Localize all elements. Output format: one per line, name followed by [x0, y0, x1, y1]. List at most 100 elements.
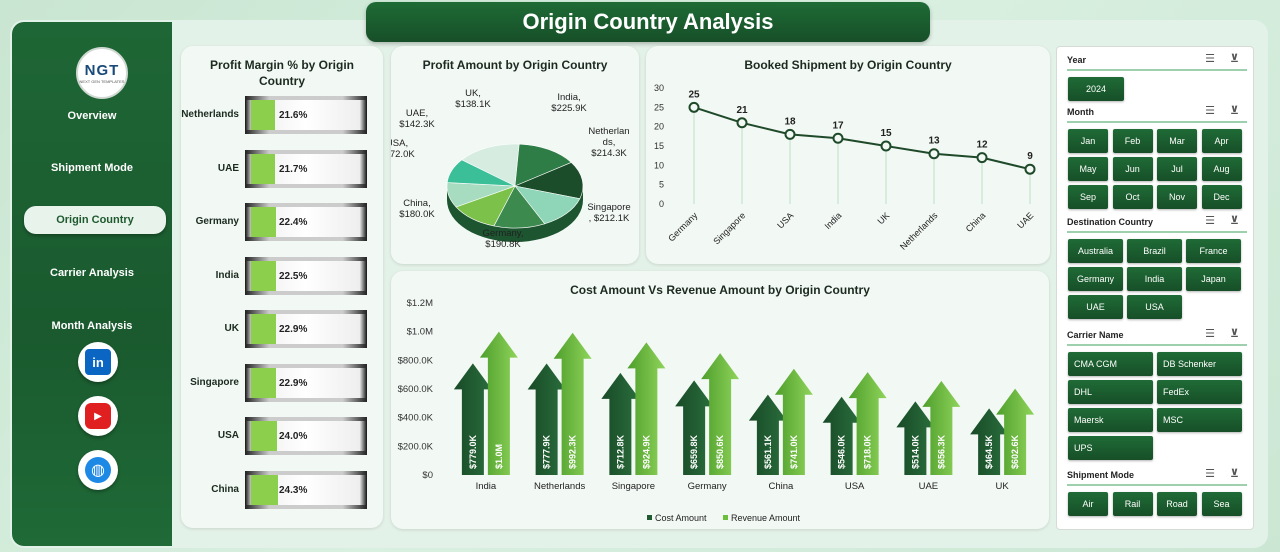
series-line: [693, 106, 1031, 171]
slicer-title: Destination Country: [1067, 217, 1154, 227]
clear-filter-icon[interactable]: ⊻: [1230, 215, 1247, 227]
slicer-item-year[interactable]: 2024: [1068, 77, 1124, 101]
profit-margin-country: Singapore: [190, 376, 239, 388]
slicer-title: Year: [1067, 55, 1087, 65]
pie-data-label: China, $180.0K: [399, 198, 435, 220]
clear-filter-icon[interactable]: ⊻: [1230, 468, 1247, 480]
linkedin-button[interactable]: in: [78, 342, 118, 382]
slicer-item-destination[interactable]: USA: [1127, 295, 1182, 319]
x-tick-label: UK: [996, 481, 1010, 492]
profit-margin-fill: [251, 474, 278, 505]
multi-select-icon[interactable]: ☰: [1205, 328, 1223, 340]
x-tick-label: Netherlands: [534, 481, 585, 492]
multi-select-icon[interactable]: ☰: [1205, 215, 1223, 227]
legend-marker-cost: [647, 515, 652, 520]
bar-data-label: $779.0K: [468, 434, 478, 469]
slicer-item-shipment_mode[interactable]: Road: [1157, 492, 1197, 516]
profit-margin-bar: 24.3%: [245, 470, 367, 509]
profit-amount-card: Profit Amount by Origin Country India, $2…: [391, 46, 639, 264]
revenue-bar: [848, 372, 887, 475]
slicer-item-shipment_mode[interactable]: Sea: [1201, 492, 1242, 516]
slicer-item-destination[interactable]: Australia: [1068, 239, 1123, 263]
legend-marker-revenue: [723, 515, 728, 520]
slicer-item-month[interactable]: Jan: [1068, 129, 1108, 153]
sidebar: NGT NEXT GEN TEMPLATES Overview Shipment…: [12, 22, 172, 546]
slicer-item-month[interactable]: Jul: [1157, 157, 1197, 181]
slicer-item-destination[interactable]: France: [1186, 239, 1241, 263]
slicer-item-month[interactable]: Apr: [1201, 129, 1242, 153]
slicer-item-month[interactable]: Sep: [1068, 185, 1108, 209]
profit-margin-country: USA: [217, 430, 239, 441]
profit-margin-card: Profit Margin % by Origin Country Nether…: [181, 46, 383, 528]
profit-margin-bar: 24.0%: [245, 417, 367, 455]
booked-shipment-line-chart: 30 25 20 15 10 5 0 25 Germany 21 Singapore 18 USA 17 I…: [654, 83, 1036, 252]
slicer-item-month[interactable]: Aug: [1201, 157, 1242, 181]
slicer-item-destination[interactable]: India: [1127, 267, 1182, 291]
slicer-item-month[interactable]: Oct: [1112, 185, 1153, 209]
profit-margin-row: China 24.3%: [181, 470, 381, 510]
profit-margin-row: India 22.5%: [181, 256, 381, 296]
slicer-item-carrier[interactable]: UPS: [1068, 436, 1153, 460]
slicer-header-destination: Destination Country ☰ ⊻: [1067, 215, 1247, 233]
sidebar-item-overview[interactable]: Overview: [67, 110, 117, 122]
cost-bar: [675, 380, 714, 475]
cost-bar: [748, 394, 787, 475]
slicer-item-destination[interactable]: UAE: [1068, 295, 1123, 319]
website-button[interactable]: ◍: [78, 450, 118, 490]
slicer-item-shipment_mode[interactable]: Air: [1068, 492, 1108, 516]
x-tick-label: USA: [845, 481, 865, 492]
sidebar-item-carrier-analysis[interactable]: Carrier Analysis: [50, 267, 134, 279]
profit-margin-fill: [251, 153, 275, 184]
x-tick-label: UAE: [1015, 210, 1035, 230]
sidebar-item-month-analysis[interactable]: Month Analysis: [51, 320, 133, 332]
clear-filter-icon[interactable]: ⊻: [1230, 328, 1247, 340]
data-label: 12: [976, 140, 988, 151]
youtube-button[interactable]: ▶: [78, 396, 118, 436]
sidebar-item-shipment-mode[interactable]: Shipment Mode: [51, 162, 133, 174]
linkedin-icon: in: [85, 349, 111, 375]
data-point: [1024, 163, 1036, 175]
slicer-item-month[interactable]: Mar: [1157, 129, 1197, 153]
slicer-item-month[interactable]: May: [1068, 157, 1108, 181]
slicer-item-month[interactable]: Feb: [1112, 129, 1153, 153]
bar-data-label: $777.9K: [542, 434, 552, 469]
slicer-item-month[interactable]: Dec: [1201, 185, 1242, 209]
page-title: Origin Country Analysis: [366, 2, 930, 42]
logo: NGT NEXT GEN TEMPLATES: [76, 47, 128, 99]
clear-filter-icon[interactable]: ⊻: [1230, 53, 1247, 65]
cost-revenue-bar-chart: $1.2M $1.0M $800.0K $600.0K $400.0K $200.0K $0…: [398, 298, 1035, 523]
profit-margin-fill: [251, 421, 278, 451]
bar-data-label: $992.3K: [568, 434, 578, 469]
slicer-item-destination[interactable]: Brazil: [1127, 239, 1182, 263]
slicer-item-carrier[interactable]: Maersk: [1068, 408, 1153, 432]
multi-select-icon[interactable]: ☰: [1205, 53, 1223, 65]
slicer-item-carrier[interactable]: DHL: [1068, 380, 1153, 404]
x-tick-label: India: [823, 210, 844, 231]
profit-margin-title-line1: Profit Margin % by Origin: [209, 58, 354, 72]
slicer-item-month[interactable]: Nov: [1157, 185, 1197, 209]
slicer-header-carrier: Carrier Name ☰ ⊻: [1067, 328, 1247, 346]
slicer-item-carrier[interactable]: MSC: [1157, 408, 1242, 432]
slicer-item-shipment_mode[interactable]: Rail: [1112, 492, 1153, 516]
data-point: [880, 140, 892, 152]
multi-select-icon[interactable]: ☰: [1205, 468, 1223, 480]
slicer-item-month[interactable]: Jun: [1112, 157, 1153, 181]
sidebar-item-origin-country[interactable]: Origin Country: [24, 206, 166, 234]
multi-select-icon[interactable]: ☰: [1205, 105, 1223, 117]
profit-margin-country: UK: [224, 323, 239, 334]
y-tick-label: 0: [659, 199, 664, 209]
slicer-item-carrier[interactable]: DB Schenker: [1157, 352, 1242, 376]
cost-bar: [601, 372, 640, 475]
slicer-item-carrier[interactable]: FedEx: [1157, 380, 1242, 404]
slicer-item-destination[interactable]: Germany: [1068, 267, 1123, 291]
slicer-item-destination[interactable]: Japan: [1186, 267, 1241, 291]
profit-margin-bar: 21.7%: [245, 149, 367, 188]
profit-margin-fill: [251, 367, 277, 398]
profit-margin-bar: 22.9%: [245, 363, 367, 402]
profit-margin-value: 22.9%: [279, 324, 308, 335]
clear-filter-icon[interactable]: ⊻: [1230, 105, 1247, 117]
data-point: [688, 101, 700, 113]
profit-margin-country: Germany: [195, 216, 239, 227]
pie-data-label: Singapore, $212.1K: [587, 202, 630, 224]
slicer-item-carrier[interactable]: CMA CGM: [1068, 352, 1153, 376]
